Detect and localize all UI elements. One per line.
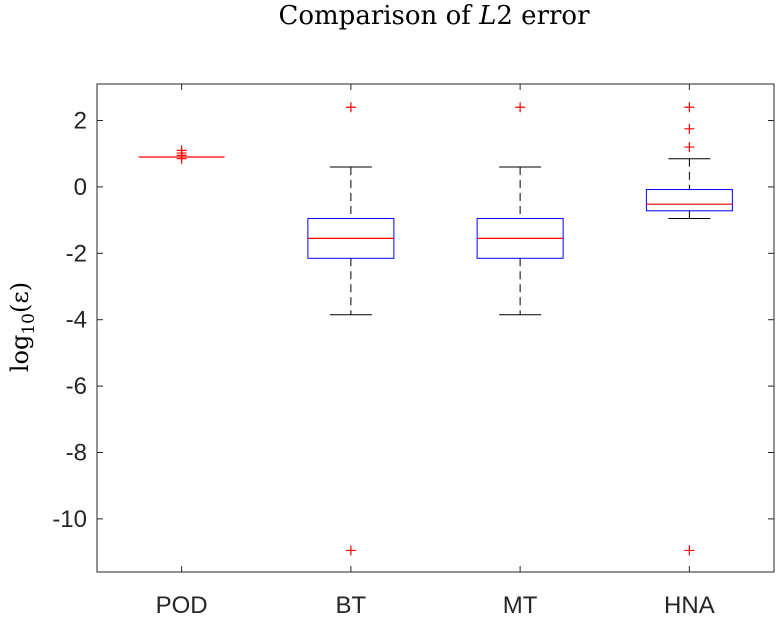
outlier-point [684, 142, 695, 153]
outlier-point [684, 545, 695, 556]
interquartile-box [645, 189, 733, 212]
outlier-point [684, 102, 695, 113]
x-tick-label: MT [503, 592, 538, 617]
y-tick-label: 2 [74, 108, 87, 135]
x-tick-label: HNA [664, 592, 715, 617]
y-tick-label: -6 [66, 373, 87, 400]
plot-area-frame [96, 83, 775, 573]
box-hna [645, 102, 733, 556]
outlier-point [515, 102, 526, 113]
y-axis-ticks: 2 0 -2 -4 -6 -8 -10 [52, 108, 774, 533]
outlier-point [176, 145, 187, 156]
y-tick-label: 0 [74, 174, 87, 201]
outlier-point [345, 102, 356, 113]
x-tick-label: POD [156, 592, 208, 617]
box-pod [138, 145, 225, 164]
x-axis-ticks: POD BT MT HNA [156, 84, 715, 617]
box-bt [307, 102, 395, 556]
y-tick-label: -2 [66, 240, 87, 267]
outlier-point [345, 545, 356, 556]
box-mt [476, 102, 564, 316]
y-axis-label: log10(ε) [6, 282, 39, 372]
x-tick-label: BT [336, 592, 367, 617]
box-series [138, 102, 733, 556]
y-tick-label: -8 [66, 439, 87, 466]
y-tick-label: -10 [52, 506, 87, 533]
y-tick-label: -4 [66, 307, 87, 334]
outlier-point [684, 123, 695, 134]
chart-title: Comparison of L2 error [278, 1, 590, 31]
